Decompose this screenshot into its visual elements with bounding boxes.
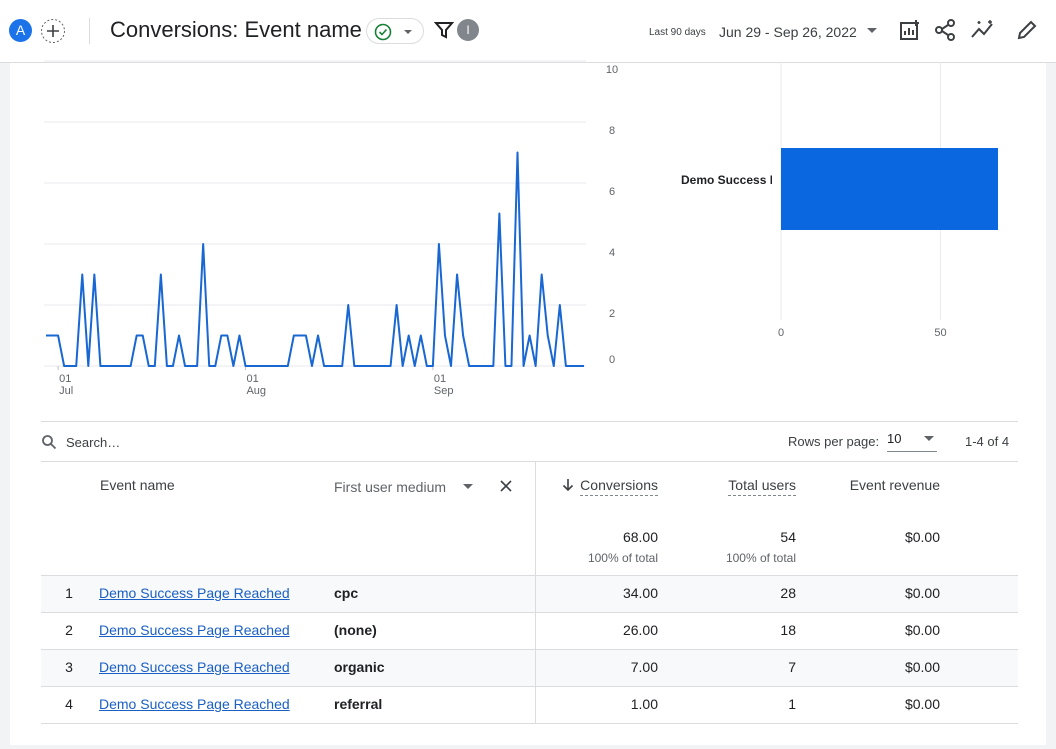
- total-users: 1: [788, 696, 796, 712]
- medium: organic: [334, 659, 385, 675]
- row-index: 3: [65, 659, 73, 675]
- total-value: 68.00: [622, 529, 658, 545]
- row-index: 4: [65, 696, 73, 712]
- line-series: [46, 151, 584, 367]
- status-icons: [374, 23, 412, 41]
- conversions: 7.00: [630, 659, 658, 675]
- table-row: [41, 649, 1018, 686]
- total-note: 100% of total: [587, 551, 658, 565]
- table-row: [41, 686, 1018, 723]
- x-tick-day: 01: [246, 373, 258, 385]
- dimension-select[interactable]: First user medium: [334, 479, 447, 495]
- total-users: 7: [788, 659, 796, 675]
- x-tick-month: Sep: [434, 385, 454, 397]
- x-tick-day: 01: [59, 373, 71, 385]
- total-users: 18: [780, 622, 796, 638]
- x-tick-month: Jul: [59, 385, 73, 397]
- rows-per-page-label: Rows per page:: [788, 434, 880, 449]
- y-tick-label: 4: [609, 247, 615, 259]
- share-icon[interactable]: [935, 19, 957, 41]
- select-arrow: [924, 436, 934, 441]
- table-row: [41, 575, 1018, 612]
- event-name-link[interactable]: Demo Success Page Reached: [99, 622, 290, 638]
- rows-per-page-select[interactable]: 10: [887, 431, 937, 452]
- column-header[interactable]: Total users: [728, 477, 796, 496]
- total-value: 54: [780, 529, 796, 545]
- conversions: 1.00: [630, 696, 658, 712]
- dimension-arrow[interactable]: [463, 484, 473, 490]
- customize-icon[interactable]: [898, 19, 922, 43]
- column-header[interactable]: Event revenue: [849, 477, 940, 493]
- top-bar: A Conversions: Event name I Last 90 days…: [0, 0, 1056, 63]
- edit-icon[interactable]: [1016, 19, 1038, 41]
- status-chip[interactable]: [366, 18, 424, 44]
- add-comparison[interactable]: [40, 18, 66, 44]
- event-revenue: $0.00: [904, 622, 940, 638]
- x-tick-day: 01: [434, 373, 446, 385]
- y-tick-label: 2: [609, 308, 615, 320]
- pagination: 1-4 of 4: [965, 434, 1010, 449]
- insights-icon[interactable]: [970, 19, 996, 41]
- event-revenue: $0.00: [904, 659, 940, 675]
- y-tick-label: 8: [609, 125, 615, 137]
- column-header[interactable]: Event name: [100, 477, 175, 493]
- date-range[interactable]: Jun 29 - Sep 26, 2022: [719, 24, 857, 40]
- medium: referral: [334, 696, 383, 712]
- column-header[interactable]: Conversions: [580, 477, 658, 496]
- total-users: 28: [780, 585, 796, 601]
- header-top-border: [41, 461, 1018, 462]
- event-name-link[interactable]: Demo Success Page Reached: [99, 585, 290, 601]
- divider: [89, 18, 90, 44]
- row-index: 1: [65, 585, 73, 601]
- table-top-border: [41, 421, 1018, 422]
- filter-badge: I: [457, 19, 479, 41]
- remove-dimension[interactable]: [500, 480, 512, 492]
- event-name-link[interactable]: Demo Success Page Reached: [99, 659, 290, 675]
- filter-icon[interactable]: [434, 20, 454, 40]
- x-tick-label: 0: [778, 327, 784, 339]
- event-revenue: $0.00: [904, 696, 940, 712]
- y-tick-label: 6: [609, 186, 615, 198]
- avatar[interactable]: A: [9, 19, 32, 42]
- bar: [781, 148, 998, 230]
- conversions: 26.00: [622, 622, 658, 638]
- category-label: Demo Success Page Reached: [681, 173, 772, 187]
- row-index: 2: [65, 622, 73, 638]
- y-tick-label: 0: [609, 354, 615, 366]
- search-icon: [42, 435, 57, 450]
- x-tick-month: Aug: [246, 385, 266, 397]
- event-name-link[interactable]: Demo Success Page Reached: [99, 696, 290, 712]
- rows-per-page-value: 10: [887, 431, 902, 446]
- report-title: Conversions: Event name: [110, 17, 362, 42]
- date-dropdown[interactable]: [866, 27, 878, 35]
- total-value: $0.00: [904, 529, 940, 545]
- sort-arrow: [562, 479, 574, 492]
- search-input[interactable]: Search…: [66, 435, 121, 450]
- medium: (none): [334, 622, 377, 638]
- x-tick-label: 50: [934, 327, 946, 339]
- medium: cpc: [334, 585, 359, 601]
- event-revenue: $0.00: [904, 585, 940, 601]
- table-row: [41, 612, 1018, 649]
- category-label-box: Demo Success Page Reached: [681, 173, 772, 187]
- conversions: 34.00: [622, 585, 658, 601]
- column-divider: [535, 461, 536, 723]
- y-tick-label: 10: [606, 64, 618, 76]
- range-label: Last 90 days: [649, 27, 706, 38]
- total-note: 100% of total: [725, 551, 796, 565]
- table-bottom-border: [41, 723, 1018, 724]
